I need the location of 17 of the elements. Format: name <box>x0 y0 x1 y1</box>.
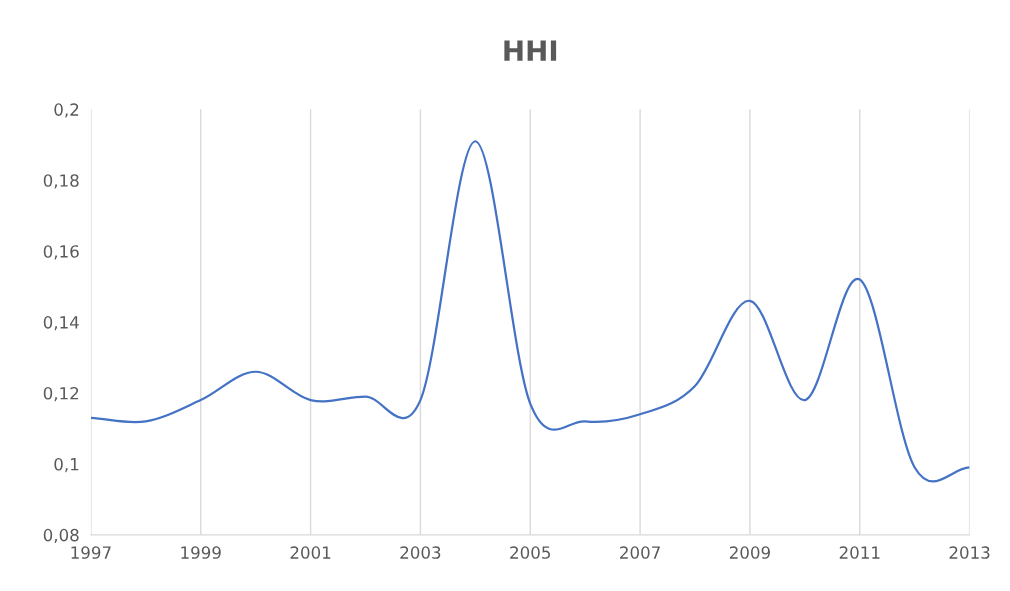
chart-title: HHI <box>504 40 557 61</box>
y-tick-label: 0,08 <box>43 528 79 544</box>
x-tick-label: 2007 <box>620 546 660 559</box>
y-tick-label: 0,2 <box>54 103 79 118</box>
x-tick-label: 1997 <box>71 546 111 559</box>
x-tick-label: 2005 <box>510 546 550 559</box>
y-tick-label: 0,16 <box>43 245 79 260</box>
x-tick-label: 2011 <box>839 546 880 559</box>
y-tick-label: 0,12 <box>43 386 79 402</box>
y-tick-label: 0,1 <box>54 457 79 473</box>
y-tick-label: 0,18 <box>43 174 79 189</box>
x-tick-label: 2013 <box>949 546 990 559</box>
x-tick-label: 2009 <box>729 546 770 559</box>
x-tick-label: 1999 <box>181 546 221 559</box>
y-tick-label: 0,14 <box>43 316 79 331</box>
x-tick-label: 2003 <box>400 546 441 559</box>
x-tick-label: 2001 <box>290 546 331 559</box>
